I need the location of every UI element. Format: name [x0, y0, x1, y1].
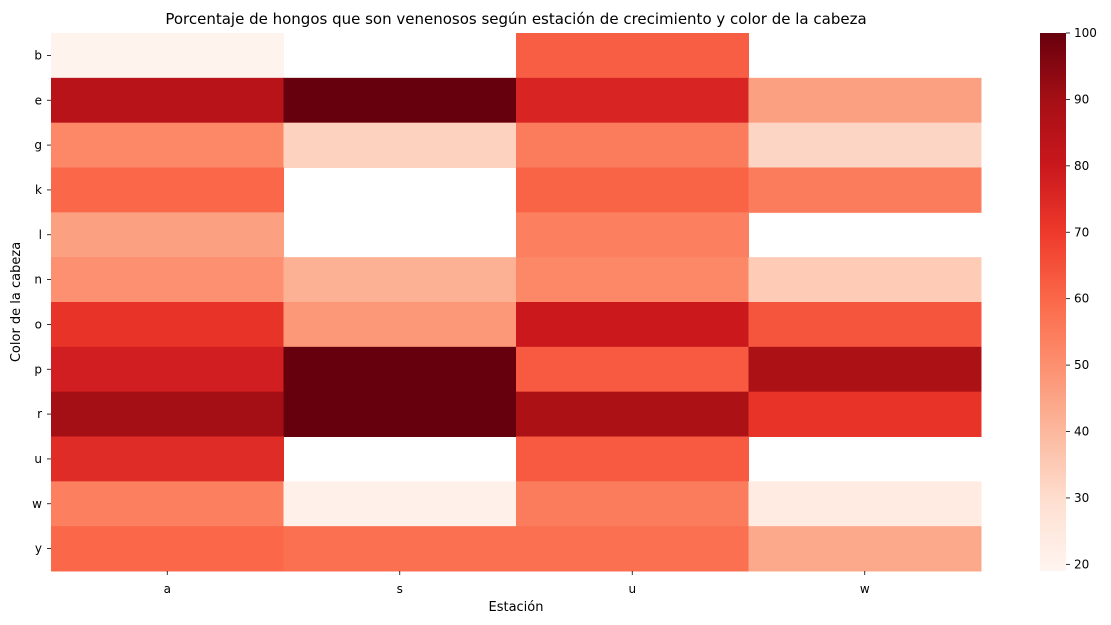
- heatmap-cell-b-u: [516, 33, 749, 79]
- heatmap-cell-k-u: [516, 167, 749, 213]
- heatmap-cell-o-u: [516, 302, 749, 348]
- x-tick-label: a: [164, 582, 171, 596]
- heatmap-cell-b-a: [51, 33, 284, 79]
- heatmap-cell-y-s: [283, 526, 517, 572]
- x-tick-label: s: [397, 582, 403, 596]
- colorbar-ticks: 20 30 40 50 60 70 80 90 100: [1066, 26, 1097, 571]
- heatmap-cell-k-a: [51, 167, 284, 213]
- y-tick-label: p: [34, 362, 42, 376]
- heatmap-cell-g-w: [748, 122, 982, 168]
- heatmap-cell-k-w: [748, 167, 982, 213]
- y-tick-labels: b e g k l n o p r u w y: [32, 48, 51, 556]
- chart-title: Porcentaje de hongos que son venenosos s…: [165, 10, 866, 28]
- heatmap-cell-y-w: [748, 526, 982, 572]
- heatmap-cell-y-u: [516, 526, 749, 572]
- heatmap-cell-o-w: [748, 302, 982, 348]
- heatmap-cell-o-a: [51, 302, 284, 348]
- heatmap-cell-p-u: [516, 346, 749, 393]
- heatmap-cell-l-a: [51, 212, 284, 258]
- y-tick-label: g: [34, 138, 42, 152]
- heatmap-cells: [51, 33, 982, 572]
- y-tick-label: b: [34, 48, 42, 62]
- colorbar-tick-label: 60: [1074, 292, 1089, 306]
- heatmap-cell-e-a: [51, 77, 284, 124]
- heatmap-cell-p-s: [283, 346, 517, 393]
- y-tick-label: k: [35, 183, 42, 197]
- heatmap-cell-o-s: [283, 302, 517, 348]
- heatmap-cell-e-s: [283, 77, 517, 124]
- heatmap-cell-n-w: [748, 257, 982, 303]
- x-tick-label: u: [628, 582, 636, 596]
- colorbar-tick-label: 70: [1074, 225, 1089, 239]
- colorbar-tick-label: 90: [1074, 92, 1089, 106]
- y-tick-label: l: [39, 228, 42, 242]
- y-tick-label: o: [35, 317, 42, 331]
- colorbar-tick-label: 20: [1074, 557, 1089, 571]
- x-tick-label: w: [860, 582, 870, 596]
- y-tick-label: w: [32, 497, 42, 511]
- heatmap-cell-w-s: [283, 481, 517, 527]
- heatmap-cell-g-s: [283, 122, 517, 168]
- heatmap-cell-n-u: [516, 257, 749, 303]
- heatmap-cell-w-w: [748, 481, 982, 527]
- colorbar-tick-label: 40: [1074, 425, 1089, 439]
- colorbar-tick-label: 30: [1074, 491, 1089, 505]
- heatmap-cell-w-u: [516, 481, 749, 527]
- heatmap-cell-u-u: [516, 436, 749, 482]
- colorbar: [1040, 33, 1066, 571]
- heatmap-cell-g-u: [516, 122, 749, 168]
- heatmap-cell-r-a: [51, 391, 284, 437]
- heatmap-cell-r-s: [283, 391, 517, 437]
- heatmap-cell-r-w: [748, 391, 982, 437]
- colorbar-tick-label: 80: [1074, 159, 1089, 173]
- y-tick-label: y: [35, 542, 42, 556]
- heatmap-cell-p-w: [748, 346, 982, 393]
- y-tick-label: r: [37, 407, 42, 421]
- heatmap-cell-g-a: [51, 122, 284, 168]
- heatmap-cell-l-u: [516, 212, 749, 258]
- heatmap-cell-r-u: [516, 391, 749, 437]
- heatmap-cell-n-s: [283, 257, 517, 303]
- colorbar-tick-label: 100: [1074, 26, 1097, 40]
- x-axis-label: Estación: [488, 600, 543, 615]
- heatmap-cell-p-a: [51, 346, 284, 393]
- heatmap-cell-w-a: [51, 481, 284, 527]
- heatmap-cell-e-u: [516, 77, 749, 124]
- y-tick-label: u: [34, 452, 42, 466]
- heatmap-cell-u-a: [51, 436, 284, 482]
- heatmap-cell-y-a: [51, 526, 284, 572]
- heatmap-cell-n-a: [51, 257, 284, 303]
- heatmap-cell-e-w: [748, 77, 982, 124]
- y-tick-label: n: [34, 273, 42, 287]
- y-tick-label: e: [35, 93, 42, 107]
- y-axis-label: Color de la cabeza: [9, 242, 24, 362]
- colorbar-tick-label: 50: [1074, 358, 1089, 372]
